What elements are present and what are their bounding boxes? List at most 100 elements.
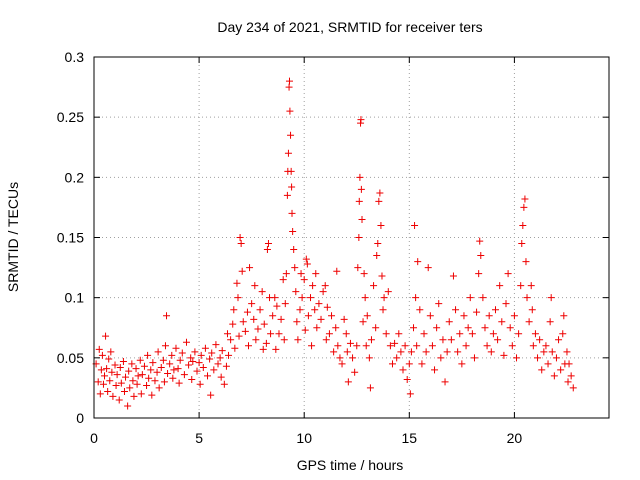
data-point <box>560 312 568 320</box>
data-point <box>349 354 357 362</box>
data-point <box>428 342 436 350</box>
data-point <box>287 167 295 175</box>
data-point <box>491 306 499 314</box>
data-point <box>98 351 106 359</box>
data-point <box>178 349 186 357</box>
data-point <box>182 338 190 346</box>
data-point <box>494 336 502 344</box>
data-point <box>563 348 571 356</box>
data-point <box>285 83 293 91</box>
data-point <box>410 324 418 332</box>
data-point <box>540 348 548 356</box>
data-point <box>144 351 152 359</box>
data-point <box>401 342 409 350</box>
chart-title: Day 234 of 2021, SRMTID for receiver ter… <box>217 19 482 35</box>
data-point <box>362 342 370 350</box>
data-point <box>552 354 560 362</box>
data-point <box>246 264 254 272</box>
data-point <box>277 315 285 323</box>
data-point <box>300 276 308 284</box>
data-point <box>437 354 445 362</box>
data-point <box>435 300 443 308</box>
data-point <box>269 312 277 320</box>
data-point <box>338 360 346 368</box>
data-point <box>525 318 533 326</box>
data-point <box>243 308 251 316</box>
data-point <box>483 342 491 350</box>
data-point <box>473 308 481 316</box>
data-point <box>288 209 296 217</box>
data-point <box>548 348 556 356</box>
data-point <box>271 294 279 302</box>
data-point <box>294 336 302 344</box>
data-point <box>281 300 289 308</box>
data-point <box>559 330 567 338</box>
data-point <box>531 330 539 338</box>
x-tick-label: 20 <box>507 430 523 446</box>
data-point <box>555 336 563 344</box>
data-point <box>291 264 299 272</box>
data-point <box>403 375 411 383</box>
data-point <box>468 330 476 338</box>
data-point <box>241 327 249 335</box>
data-point <box>355 197 363 205</box>
y-tick-label: 0.2 <box>65 169 85 185</box>
data-point <box>424 264 432 272</box>
data-point <box>317 315 325 323</box>
data-point <box>263 246 271 254</box>
data-point <box>519 221 527 229</box>
y-tick-label: 0.05 <box>57 350 84 366</box>
data-point <box>534 354 542 362</box>
data-point <box>303 260 311 268</box>
data-point <box>153 368 161 376</box>
x-axis-label: GPS time / hours <box>297 457 404 473</box>
data-point <box>252 336 260 344</box>
data-point <box>515 330 523 338</box>
data-point <box>366 384 374 392</box>
data-point <box>301 326 309 334</box>
data-point <box>358 215 366 223</box>
data-point <box>175 379 183 387</box>
data-point <box>159 356 167 364</box>
data-point <box>557 366 565 374</box>
data-point <box>97 366 105 374</box>
data-point <box>456 330 464 338</box>
data-point <box>258 288 266 296</box>
data-point <box>207 391 215 399</box>
data-point <box>355 234 363 241</box>
data-point <box>380 294 388 302</box>
data-point <box>504 270 512 278</box>
data-point <box>308 342 316 350</box>
data-point <box>351 368 359 376</box>
data-point <box>569 384 577 392</box>
data-point <box>279 276 287 284</box>
data-point <box>443 348 451 356</box>
data-point <box>185 361 193 369</box>
data-point <box>138 371 146 379</box>
data-point <box>239 318 247 326</box>
data-point <box>312 270 320 278</box>
data-point <box>105 355 113 363</box>
data-point <box>399 366 407 374</box>
y-axis-label: SRMTID / TECUs <box>5 182 21 292</box>
data-point <box>518 240 526 248</box>
data-point <box>412 294 420 302</box>
data-point <box>296 306 304 314</box>
data-point <box>498 318 506 326</box>
data-point <box>133 380 141 388</box>
y-tick-label: 0 <box>76 410 84 426</box>
data-point <box>196 380 204 388</box>
data-point <box>496 282 504 290</box>
data-point <box>237 240 245 248</box>
data-point <box>157 363 165 371</box>
data-point <box>273 302 281 310</box>
data-point <box>376 189 384 197</box>
data-point <box>101 372 109 380</box>
data-point <box>116 363 124 371</box>
data-point <box>169 374 177 382</box>
data-point <box>94 378 102 386</box>
data-point <box>161 342 169 350</box>
y-tick-label: 0.1 <box>65 290 85 306</box>
data-point <box>287 131 295 139</box>
data-point <box>104 388 112 396</box>
